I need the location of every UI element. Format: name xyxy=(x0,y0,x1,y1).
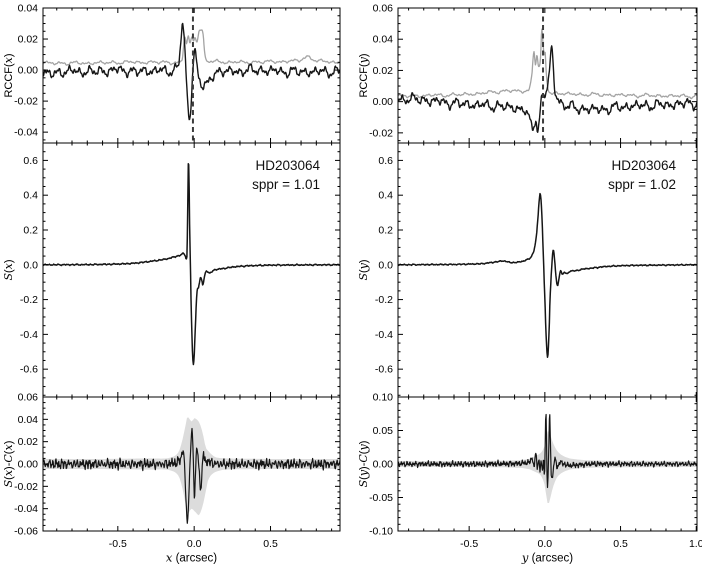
svg-text:0.04: 0.04 xyxy=(18,414,39,426)
tick-labels: -0.10 -0.05 0.00 0.05 0.10 -0.5 0.0 0.5 1.0 xyxy=(369,392,702,551)
panel-sy-cy: -0.10 -0.05 0.00 0.05 0.10 -0.5 0.0 0.5 1.0 S(y)-… xyxy=(357,392,702,564)
svg-text:0.0: 0.0 xyxy=(378,259,393,271)
signal-curve xyxy=(43,163,340,366)
y-axis-title: S(x)-C(x) xyxy=(2,441,15,488)
panel-rccf-x: -0.04 -0.02 0.00 0.02 0.04 RCCF(x) xyxy=(2,3,341,144)
target-rccf-curve xyxy=(398,45,697,133)
svg-text:0.0: 0.0 xyxy=(23,259,38,271)
panel-sx-cx: -0.06 -0.04 -0.02 0.00 0.02 0.04 0.06 -0.5 0.0 0.… xyxy=(2,392,341,564)
svg-text:0.02: 0.02 xyxy=(18,34,39,46)
y-axis-title: S(x) xyxy=(2,259,15,280)
panel-rccf-y: -0.02 0.00 0.02 0.04 0.06 RCCF(y) xyxy=(357,3,698,144)
svg-text:0.5: 0.5 xyxy=(263,538,278,550)
y-axis-title: S(y) xyxy=(357,259,370,280)
svg-text:0.2: 0.2 xyxy=(23,224,38,236)
reference-rccf-curve xyxy=(43,29,340,66)
svg-text:0.02: 0.02 xyxy=(18,436,39,448)
svg-text:-0.04: -0.04 xyxy=(14,127,38,139)
svg-text:-0.2: -0.2 xyxy=(20,294,38,306)
svg-text:0.00: 0.00 xyxy=(373,96,394,108)
svg-text:-0.5: -0.5 xyxy=(460,538,478,550)
sppr-value: sppr = 1.02 xyxy=(608,177,676,192)
star-name: HD203064 xyxy=(255,158,320,173)
y-axis-title: RCCF(y) xyxy=(357,53,370,97)
annotation-right-panel: HD203064 sppr = 1.02 xyxy=(516,156,676,194)
svg-text:-0.06: -0.06 xyxy=(14,526,38,538)
svg-text:0.4: 0.4 xyxy=(378,190,393,202)
svg-text:-0.6: -0.6 xyxy=(375,364,393,376)
svg-text:0.02: 0.02 xyxy=(373,65,394,77)
svg-text:-0.05: -0.05 xyxy=(369,492,393,504)
axes-frame xyxy=(397,396,698,532)
svg-text:0.04: 0.04 xyxy=(373,34,394,46)
svg-text:-0.02: -0.02 xyxy=(14,481,38,493)
svg-text:0.00: 0.00 xyxy=(373,459,394,471)
axes-frame xyxy=(42,7,341,144)
tick-labels: -0.02 0.00 0.02 0.04 0.06 xyxy=(369,3,393,140)
svg-text:-0.4: -0.4 xyxy=(375,329,393,341)
svg-text:0.00: 0.00 xyxy=(18,65,39,77)
svg-text:0.0: 0.0 xyxy=(187,538,202,550)
y-axis-title: S(y)-C(y) xyxy=(357,441,370,488)
svg-text:0.06: 0.06 xyxy=(18,392,39,404)
x-axis-title: x (arcsec) xyxy=(166,551,217,564)
svg-text:1.0: 1.0 xyxy=(689,538,702,550)
svg-text:0.05: 0.05 xyxy=(373,425,394,437)
tick-labels: -0.04 -0.02 0.00 0.02 0.04 xyxy=(14,3,38,139)
svg-text:0.06: 0.06 xyxy=(373,3,394,15)
residual-curve xyxy=(43,427,340,524)
svg-text:-0.02: -0.02 xyxy=(14,96,38,108)
target-rccf-curve xyxy=(43,22,340,121)
svg-text:0.2: 0.2 xyxy=(378,224,393,236)
svg-text:0.5: 0.5 xyxy=(613,538,628,550)
tick-labels: -0.6 -0.4 -0.2 0.0 0.2 0.4 0.6 xyxy=(375,155,393,376)
svg-text:0.6: 0.6 xyxy=(378,155,393,167)
tick-labels: -0.6 -0.4 -0.2 0.0 0.2 0.4 0.6 xyxy=(20,155,38,376)
svg-text:-0.2: -0.2 xyxy=(375,294,393,306)
svg-text:-0.04: -0.04 xyxy=(14,503,38,515)
svg-text:0.4: 0.4 xyxy=(23,190,38,202)
star-name: HD203064 xyxy=(611,158,676,173)
svg-text:-0.02: -0.02 xyxy=(369,127,393,139)
sppr-value: sppr = 1.01 xyxy=(252,177,320,192)
uncertainty-band xyxy=(398,431,697,503)
x-axis-title: y (arcsec) xyxy=(521,551,573,564)
y-axis-title: RCCF(x) xyxy=(2,53,15,97)
svg-text:0.04: 0.04 xyxy=(18,3,39,15)
svg-text:0.00: 0.00 xyxy=(18,459,39,471)
svg-text:-0.6: -0.6 xyxy=(20,364,38,376)
svg-text:-0.4: -0.4 xyxy=(20,329,38,341)
svg-text:0.6: 0.6 xyxy=(23,155,38,167)
uncertainty-band xyxy=(43,417,340,516)
signal-curve xyxy=(398,192,697,359)
residual-curve xyxy=(398,413,697,489)
axes-frame xyxy=(42,396,341,532)
svg-text:-0.5: -0.5 xyxy=(109,538,127,550)
axes-frame xyxy=(397,7,698,144)
tick-labels: -0.06 -0.04 -0.02 0.00 0.02 0.04 0.06 -0.5 0.0 0.… xyxy=(14,392,278,551)
axis-ticks xyxy=(43,7,340,143)
panel-s-y: -0.6 -0.4 -0.2 0.0 0.2 0.4 0.6 S(y) xyxy=(357,142,698,398)
svg-text:-0.10: -0.10 xyxy=(369,526,393,538)
svg-text:0.0: 0.0 xyxy=(538,538,553,550)
axis-ticks xyxy=(398,7,697,143)
annotation-left-panel: HD203064 sppr = 1.01 xyxy=(160,156,320,194)
svg-text:0.10: 0.10 xyxy=(373,392,394,404)
